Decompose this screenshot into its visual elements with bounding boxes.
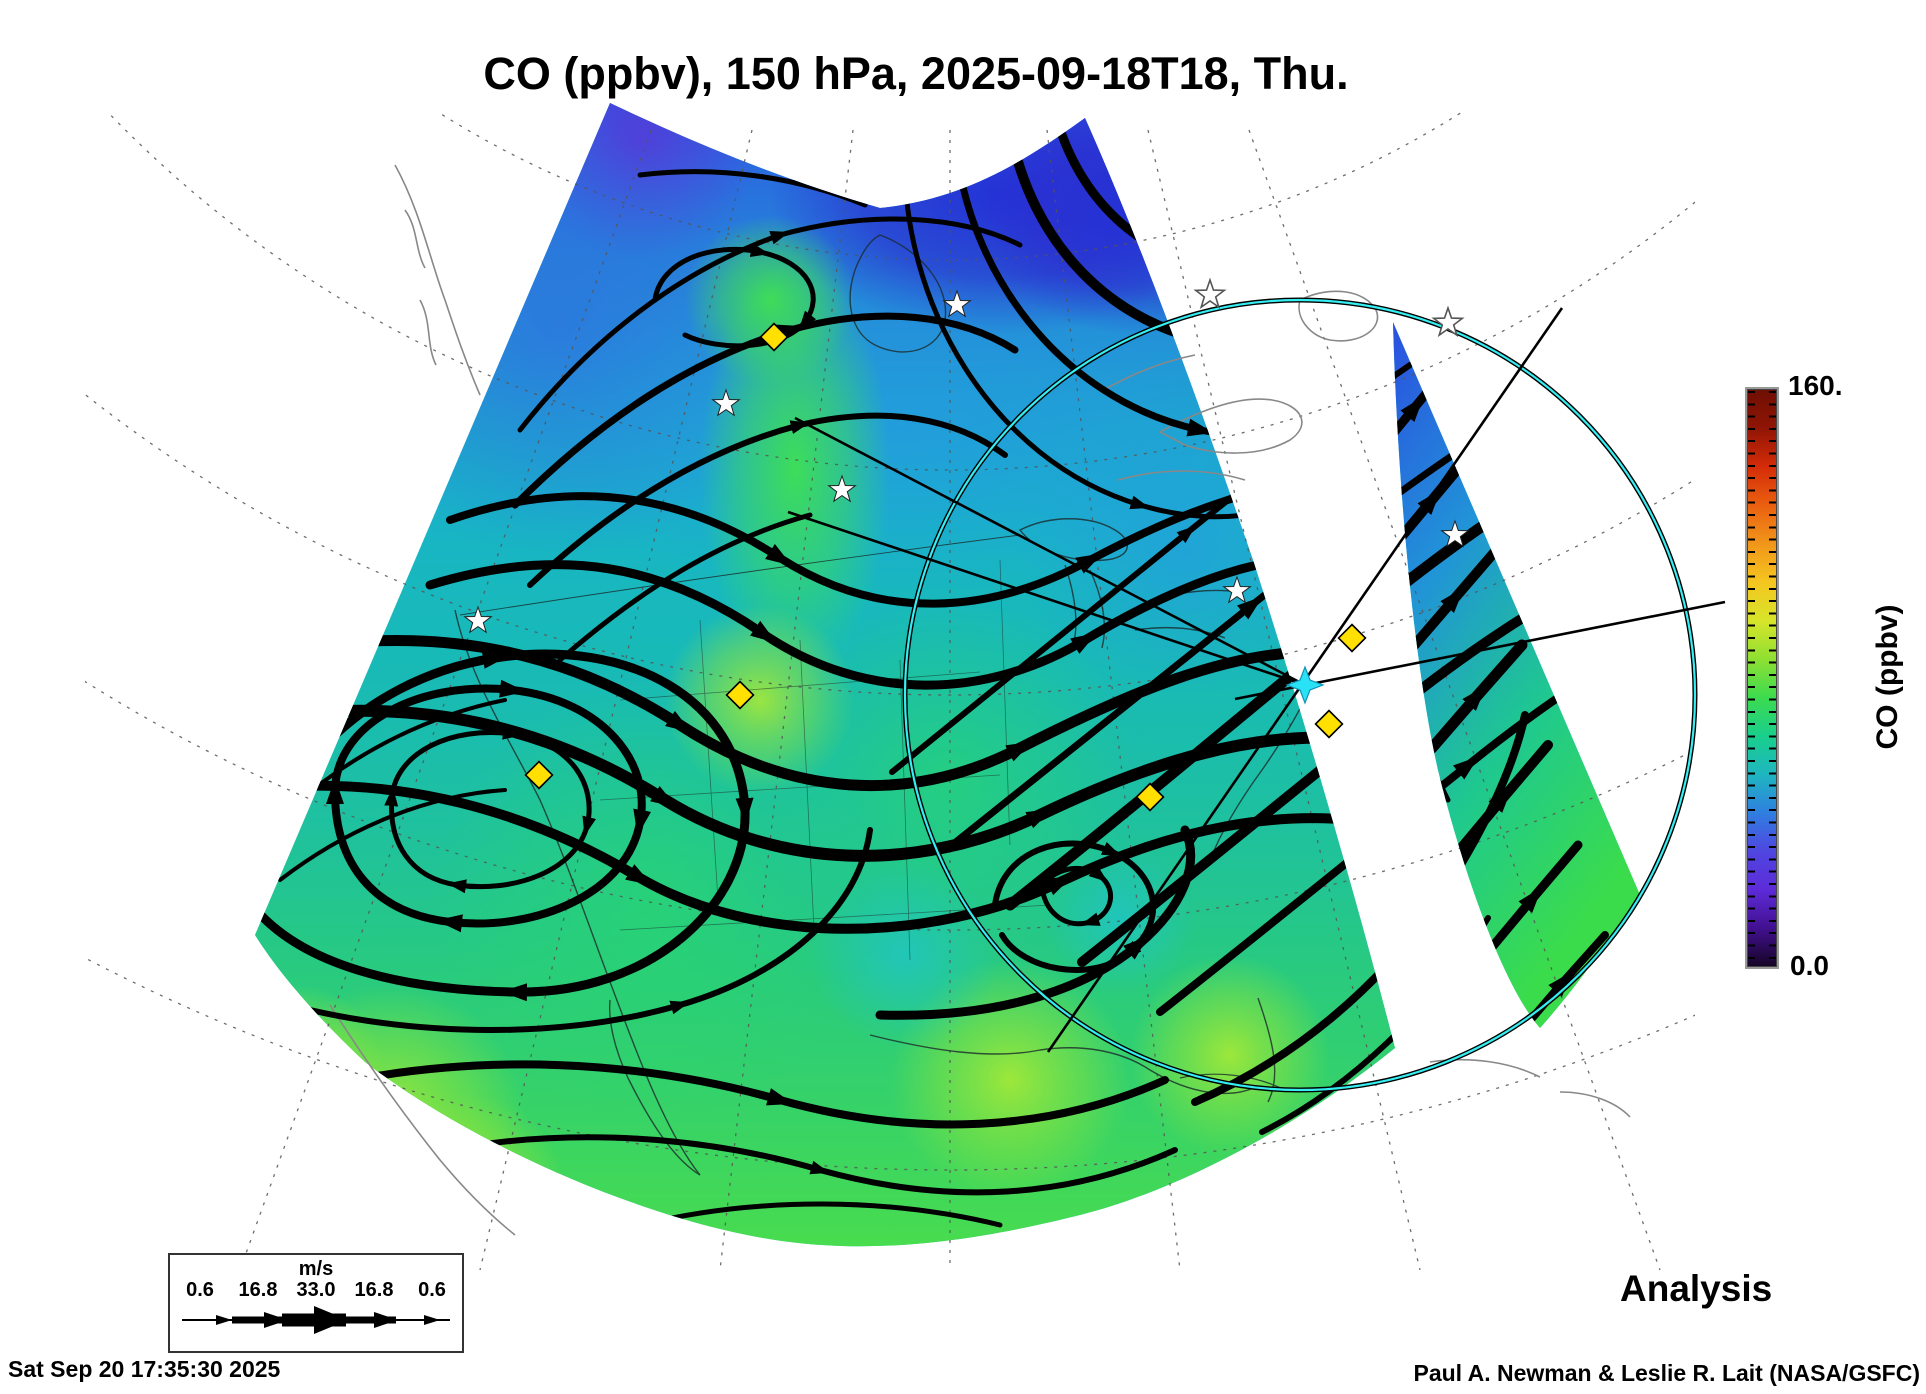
wind-speed-legend: m/s 0.6 16.8 33.0 16.8 0.6 bbox=[168, 1253, 464, 1353]
wind-legend-value: 33.0 bbox=[296, 1279, 336, 1301]
wind-legend-value: 0.6 bbox=[418, 1279, 446, 1301]
credit-text: Paul A. Newman & Leslie R. Lait (NASA/GS… bbox=[1413, 1360, 1920, 1386]
colorbar-ticks-left bbox=[1748, 391, 1755, 965]
wind-legend-value: 16.8 bbox=[354, 1279, 394, 1301]
colorbar-min-label: 0.0 bbox=[1790, 950, 1829, 981]
coastlines-outside bbox=[329, 164, 1631, 1236]
range-ring bbox=[902, 297, 1698, 1093]
wind-legend-value: 0.6 bbox=[186, 1279, 214, 1301]
colorbar bbox=[1745, 387, 1779, 969]
colorbar-axis-label: CO (ppbv) bbox=[1871, 604, 1904, 750]
colorbar-max-label: 160. bbox=[1788, 370, 1843, 401]
station-diamonds bbox=[524, 322, 1367, 812]
wind-legend-value: 16.8 bbox=[238, 1279, 278, 1301]
colorbar-ticks-right bbox=[1769, 391, 1776, 965]
hollow-stars bbox=[1193, 277, 1465, 338]
generated-timestamp: Sat Sep 20 17:35:30 2025 bbox=[8, 1356, 281, 1382]
wind-legend-unit: m/s bbox=[298, 1258, 334, 1280]
wind-speed-scale-arrow bbox=[182, 1306, 450, 1334]
station-stars bbox=[463, 289, 1470, 634]
wind-legend-values: 0.6 16.8 33.0 16.8 0.6 bbox=[170, 1279, 462, 1302]
page-title: CO (ppbv), 150 hPa, 2025-09-18T18, Thu. bbox=[483, 48, 1349, 99]
mode-label: Analysis bbox=[1620, 1268, 1773, 1309]
center-station-star bbox=[1285, 665, 1325, 705]
